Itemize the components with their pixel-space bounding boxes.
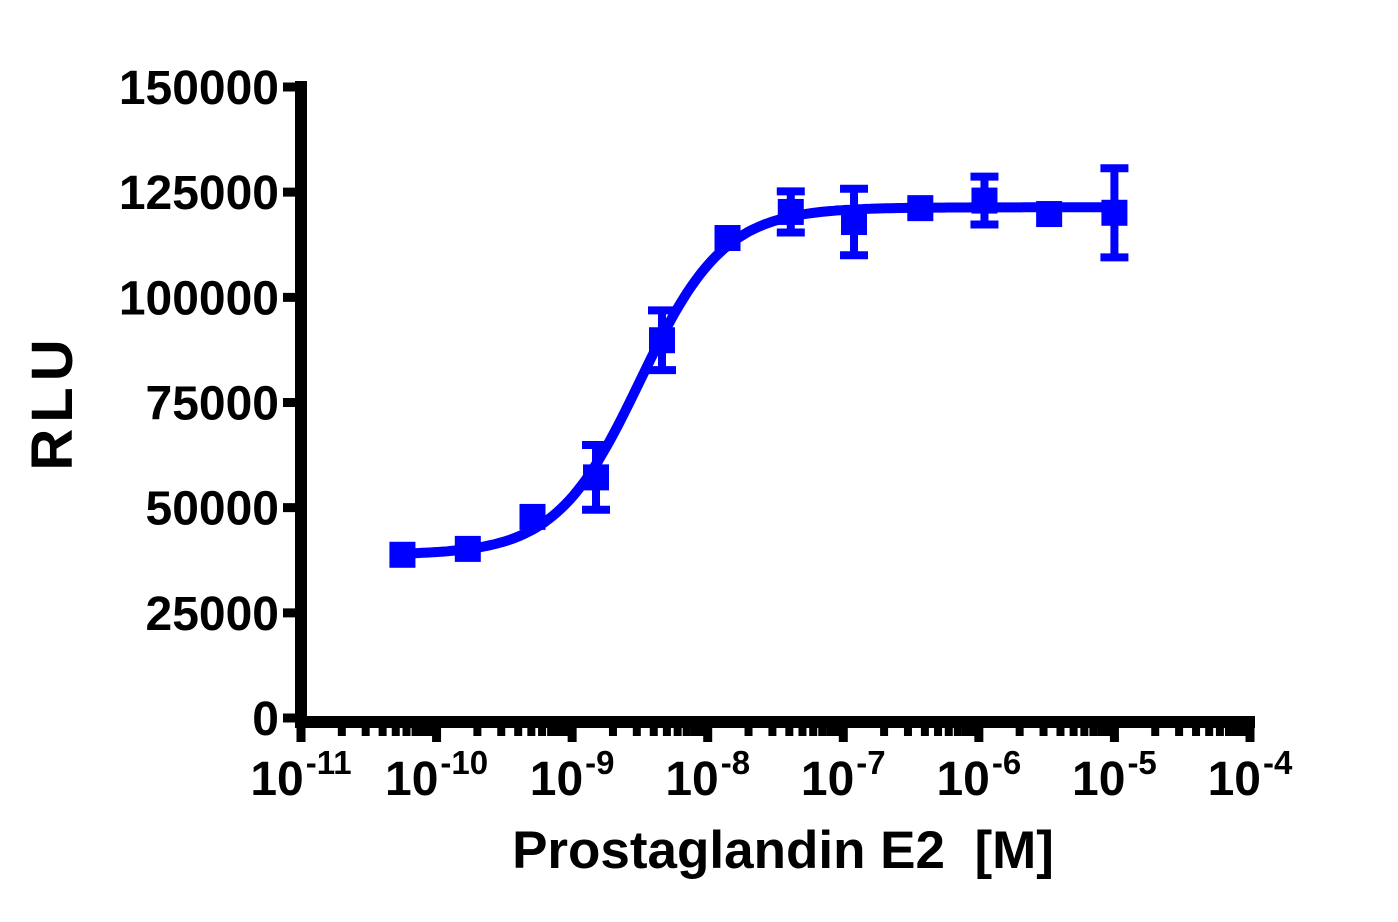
x-tick-label: 10-9 bbox=[530, 744, 615, 806]
fit-curve bbox=[397, 202, 1120, 559]
x-tick-label: 10-10 bbox=[385, 744, 488, 806]
data-point-marker bbox=[841, 209, 868, 236]
data-point-marker bbox=[389, 541, 416, 568]
data-point-marker bbox=[777, 198, 804, 225]
y-tick-label: 50000 bbox=[146, 483, 279, 536]
data-point-marker bbox=[907, 195, 934, 222]
data-point-marker bbox=[583, 464, 610, 491]
x-tick-label: 10-5 bbox=[1072, 744, 1157, 806]
x-tick-label: 10-6 bbox=[936, 744, 1021, 806]
x-axis-title: Prostaglandin E2 [M] bbox=[512, 821, 1054, 880]
data-point-marker bbox=[971, 187, 998, 214]
x-tick-label: 10-8 bbox=[665, 744, 750, 806]
data-point-marker bbox=[714, 225, 741, 252]
data-point-marker bbox=[1036, 201, 1063, 228]
x-tick-label: 10-11 bbox=[250, 744, 351, 806]
data-point-marker bbox=[454, 535, 481, 562]
y-tick-label: 150000 bbox=[119, 62, 279, 115]
y-tick-label: 75000 bbox=[146, 378, 279, 431]
data-point-marker bbox=[1101, 199, 1128, 226]
x-tick-label: 10-7 bbox=[801, 744, 886, 806]
data-point-marker bbox=[519, 503, 546, 530]
x-tick-label: 10-4 bbox=[1208, 744, 1293, 806]
y-tick-label: 100000 bbox=[119, 272, 279, 325]
y-axis-title: RLU bbox=[20, 333, 85, 470]
y-tick-label: 0 bbox=[252, 693, 279, 746]
y-tick-label: 25000 bbox=[146, 588, 279, 641]
data-point-marker bbox=[648, 327, 675, 354]
series-layer bbox=[389, 164, 1129, 568]
y-tick-label: 125000 bbox=[119, 167, 279, 220]
axes-layer: 0 25000 50000 75000 100000 125000 150000 10-11 1… bbox=[119, 62, 1293, 806]
